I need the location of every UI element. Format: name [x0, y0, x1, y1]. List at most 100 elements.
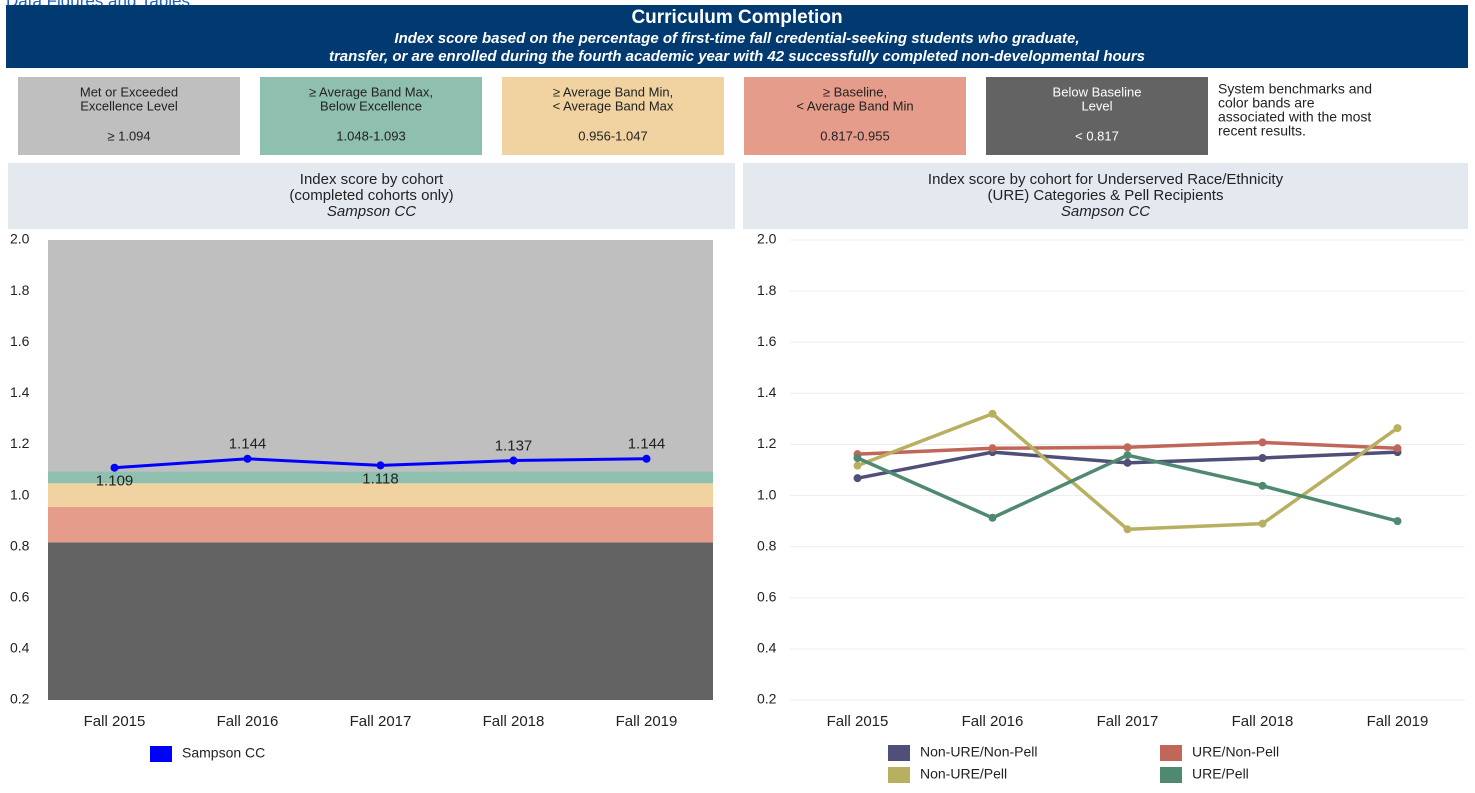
chart-subtitle: Sampson CC [1061, 203, 1150, 220]
legend-label: Non-URE/Non-Pell [920, 744, 1037, 760]
y-tick-label: 2.0 [757, 231, 777, 247]
benchmark-label: < Average Band Min [796, 98, 913, 113]
chart-title-box [743, 163, 1468, 229]
benchmark-note: recent results. [1218, 123, 1306, 139]
color-band [48, 483, 713, 507]
benchmark-label: Below Baseline [1053, 84, 1142, 99]
legend-swatch [150, 746, 172, 762]
x-tick-label: Fall 2017 [1097, 713, 1159, 730]
data-label: 1.109 [96, 473, 134, 490]
data-point [1123, 458, 1132, 467]
data-point [853, 461, 862, 470]
benchmark-range: 0.817-0.955 [820, 128, 889, 143]
benchmark-box [260, 77, 482, 155]
benchmark-label: Below Excellence [320, 98, 422, 113]
y-tick-label: 0.6 [10, 588, 30, 604]
data-point [376, 461, 385, 470]
benchmark-label: ≥ Average Band Max, [309, 84, 433, 99]
y-tick-label: 1.0 [757, 486, 777, 502]
data-point [1258, 438, 1267, 447]
color-band [48, 506, 713, 543]
y-tick-label: 0.2 [10, 691, 30, 707]
data-point [1258, 453, 1267, 462]
data-point [110, 463, 119, 472]
chart-title: (URE) Categories & Pell Recipients [988, 187, 1224, 204]
y-tick-label: 2.0 [10, 231, 30, 247]
y-tick-label: 1.4 [757, 384, 777, 400]
data-point [853, 474, 862, 483]
color-band [48, 542, 713, 700]
color-band [48, 471, 713, 484]
data-point [1258, 519, 1267, 528]
data-label: 1.118 [362, 470, 398, 487]
chart-title: (completed cohorts only) [289, 187, 453, 204]
legend-swatch [888, 745, 910, 761]
legend-label: URE/Pell [1192, 766, 1249, 782]
y-tick-label: 0.4 [757, 640, 777, 656]
data-point [1393, 517, 1402, 526]
y-tick-label: 1.0 [10, 486, 30, 502]
color-band [48, 240, 713, 472]
legend-swatch [1160, 767, 1182, 783]
benchmark-range: ≥ 1.094 [107, 128, 150, 143]
x-tick-label: Fall 2018 [483, 713, 545, 730]
data-point [1258, 481, 1267, 490]
y-tick-label: 1.2 [10, 435, 30, 451]
data-point [243, 454, 252, 463]
data-point [853, 453, 862, 462]
y-tick-label: 1.2 [757, 435, 777, 451]
benchmark-label: Level [1081, 98, 1112, 113]
chart-subtitle: Sampson CC [327, 203, 416, 220]
header-title: Curriculum Completion [631, 7, 842, 28]
y-tick-label: 1.6 [10, 333, 30, 349]
y-tick-label: 1.4 [10, 384, 30, 400]
series-line [856, 411, 1399, 532]
x-tick-label: Fall 2015 [84, 713, 146, 730]
legend-swatch [1160, 745, 1182, 761]
x-tick-label: Fall 2019 [616, 713, 678, 730]
benchmark-label: Excellence Level [80, 98, 178, 113]
benchmark-range: < 0.817 [1075, 128, 1119, 143]
data-point [988, 513, 997, 522]
data-point [1123, 443, 1132, 452]
x-tick-label: Fall 2015 [827, 713, 889, 730]
data-label: 1.137 [495, 438, 533, 455]
y-tick-label: 0.4 [10, 640, 30, 656]
legend-label: Non-URE/Pell [920, 766, 1007, 782]
benchmark-label: ≥ Baseline, [823, 84, 887, 99]
benchmark-note: color bands are [1218, 95, 1315, 111]
data-point [509, 456, 518, 465]
data-point [1123, 525, 1132, 534]
benchmark-label: < Average Band Max [553, 98, 674, 113]
data-label: 1.144 [628, 436, 666, 453]
benchmark-note: System benchmarks and [1218, 81, 1372, 97]
x-tick-label: Fall 2016 [217, 713, 279, 730]
benchmark-range: 0.956-1.047 [578, 128, 647, 143]
benchmark-label: ≥ Average Band Min, [553, 84, 673, 99]
y-tick-label: 0.8 [10, 537, 30, 553]
data-point [988, 444, 997, 453]
benchmark-box [502, 77, 724, 155]
y-tick-label: 1.8 [10, 282, 30, 298]
x-tick-label: Fall 2019 [1367, 713, 1429, 730]
data-point [642, 454, 651, 463]
legend-label: Sampson CC [182, 745, 265, 761]
x-tick-label: Fall 2018 [1232, 713, 1294, 730]
chart-title: Index score by cohort for Underserved Ra… [928, 171, 1284, 188]
y-tick-label: 1.8 [757, 282, 777, 298]
data-point [1393, 424, 1402, 433]
header-subtitle: Index score based on the percentage of f… [394, 30, 1079, 47]
y-tick-label: 0.2 [757, 691, 777, 707]
benchmark-box [18, 77, 240, 155]
data-point [1123, 451, 1132, 460]
chart-title-box [8, 163, 735, 229]
benchmark-box [744, 77, 966, 155]
y-tick-label: 1.6 [757, 333, 777, 349]
benchmark-box [986, 77, 1208, 155]
y-tick-label: 0.8 [757, 537, 777, 553]
benchmark-label: Met or Exceeded [80, 84, 178, 99]
header-bar [6, 5, 1468, 68]
benchmark-range: 1.048-1.093 [336, 128, 405, 143]
data-point [988, 409, 997, 418]
